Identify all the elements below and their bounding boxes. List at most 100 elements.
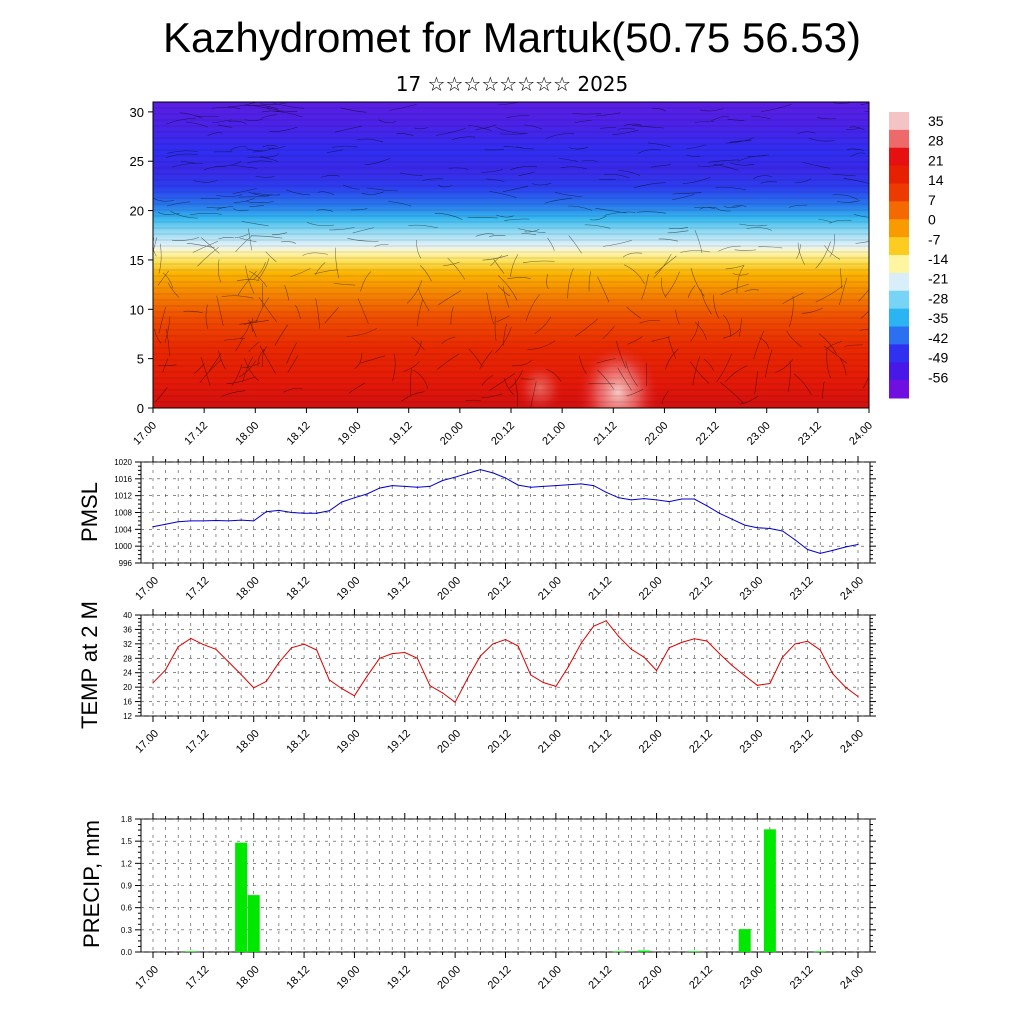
contour-lines [153, 107, 869, 403]
streamline [490, 255, 503, 267]
colorbar-label: 7 [928, 192, 936, 208]
streamline [503, 323, 508, 346]
PMSL-xtick-label: 18.00 [234, 575, 262, 603]
streamline [732, 205, 747, 207]
colorbar-swatch [889, 272, 909, 292]
streamline [216, 295, 224, 326]
PMSL-point [668, 500, 670, 503]
streamline [417, 298, 424, 327]
streamline [255, 297, 270, 323]
streamline [168, 282, 180, 298]
streamline [154, 328, 162, 344]
streamline [695, 121, 715, 123]
streamline [237, 279, 260, 282]
streamline [262, 145, 278, 148]
streamline [736, 264, 745, 294]
streamline [374, 243, 389, 247]
streamline [238, 360, 256, 378]
chart-title: Kazhydromet for Martuk(50.75 56.53) [162, 14, 861, 61]
TEMP at 2 M-point [744, 675, 746, 677]
PMSL-point [630, 499, 632, 501]
streamline [346, 328, 378, 337]
PRECIP-xtick-label: 21.12 [586, 964, 614, 992]
streamline [725, 265, 744, 270]
streamline [231, 364, 243, 386]
streamline [413, 369, 429, 389]
streamline [239, 320, 269, 325]
PRECIP-xtick-label: 22.00 [637, 964, 665, 992]
TEMP at 2 M-xtick-label: 17.12 [184, 728, 212, 756]
streamline [244, 119, 263, 121]
streamline [324, 307, 340, 324]
streamline [647, 142, 671, 148]
streamline [246, 148, 263, 152]
streamline [434, 213, 463, 220]
heatmap-ytick-label: 30 [130, 105, 144, 120]
TEMP at 2 M-point [290, 647, 293, 649]
streamline [626, 389, 644, 397]
streamline [627, 336, 643, 345]
streamline [506, 115, 530, 119]
streamline [708, 159, 739, 163]
streamline [558, 157, 578, 162]
TEMP at 2 M-point [215, 648, 217, 650]
streamline [378, 119, 397, 123]
streamline [495, 326, 512, 354]
streamline [686, 144, 707, 150]
colorbar-label: -49 [928, 350, 948, 366]
streamline [839, 277, 848, 305]
streamline [680, 250, 711, 253]
TEMP at 2 M-point [655, 669, 658, 672]
streamline [641, 274, 649, 300]
TEMP at 2 M-point [164, 669, 167, 671]
colorbar-label: -14 [928, 251, 948, 267]
streamline [651, 108, 667, 112]
streamline [850, 152, 866, 157]
streamline [162, 358, 169, 373]
TEMP at 2 M-xtick-label: 18.00 [234, 728, 262, 756]
streamline [237, 270, 257, 296]
TEMP at 2 M-point [404, 651, 406, 654]
TEMP at 2 M-ytick-label: 12 [123, 712, 132, 721]
PRECIP-bar [738, 929, 751, 952]
streamline [829, 219, 852, 224]
PRECIP-ytick-label: 0.9 [121, 882, 133, 891]
streamline [786, 330, 803, 348]
streamline [667, 230, 689, 234]
TEMP at 2 M-point [492, 643, 494, 645]
PMSL-point [202, 520, 204, 522]
heatmap-xtick-label: 22.12 [694, 420, 722, 448]
PMSL-point [492, 472, 494, 474]
streamline [597, 276, 610, 303]
PMSL-point [542, 485, 544, 488]
PMSL-xtick-label: 21.00 [536, 575, 564, 603]
TEMP at 2 M-point [807, 640, 809, 642]
streamline [235, 337, 244, 352]
streamline [392, 353, 396, 381]
streamline [235, 235, 253, 252]
PMSL-point [391, 484, 393, 487]
streamline [246, 201, 274, 203]
PMSL-point [681, 498, 683, 500]
streamline [217, 124, 233, 128]
streamline [179, 112, 203, 119]
TEMP at 2 M-point [630, 648, 632, 650]
streamline [665, 271, 680, 297]
streamline [158, 306, 166, 334]
TEMP at 2 M-point [731, 664, 733, 667]
streamline [801, 307, 823, 314]
TEMP at 2 M-point [756, 684, 758, 686]
PMSL-xtick-label: 19.00 [335, 575, 363, 603]
streamline [422, 178, 444, 181]
streamline [808, 137, 835, 142]
heatmap-xtick-label: 24.00 [847, 420, 875, 448]
streamline [574, 120, 592, 124]
streamline [233, 197, 255, 203]
streamline [223, 338, 246, 341]
PRECIP-xtick-label: 19.12 [385, 964, 413, 992]
streamline [722, 328, 741, 339]
PRECIP-xtick-label: 22.12 [687, 964, 715, 992]
TEMP at 2 M-point [718, 652, 721, 655]
streamline [360, 271, 372, 292]
